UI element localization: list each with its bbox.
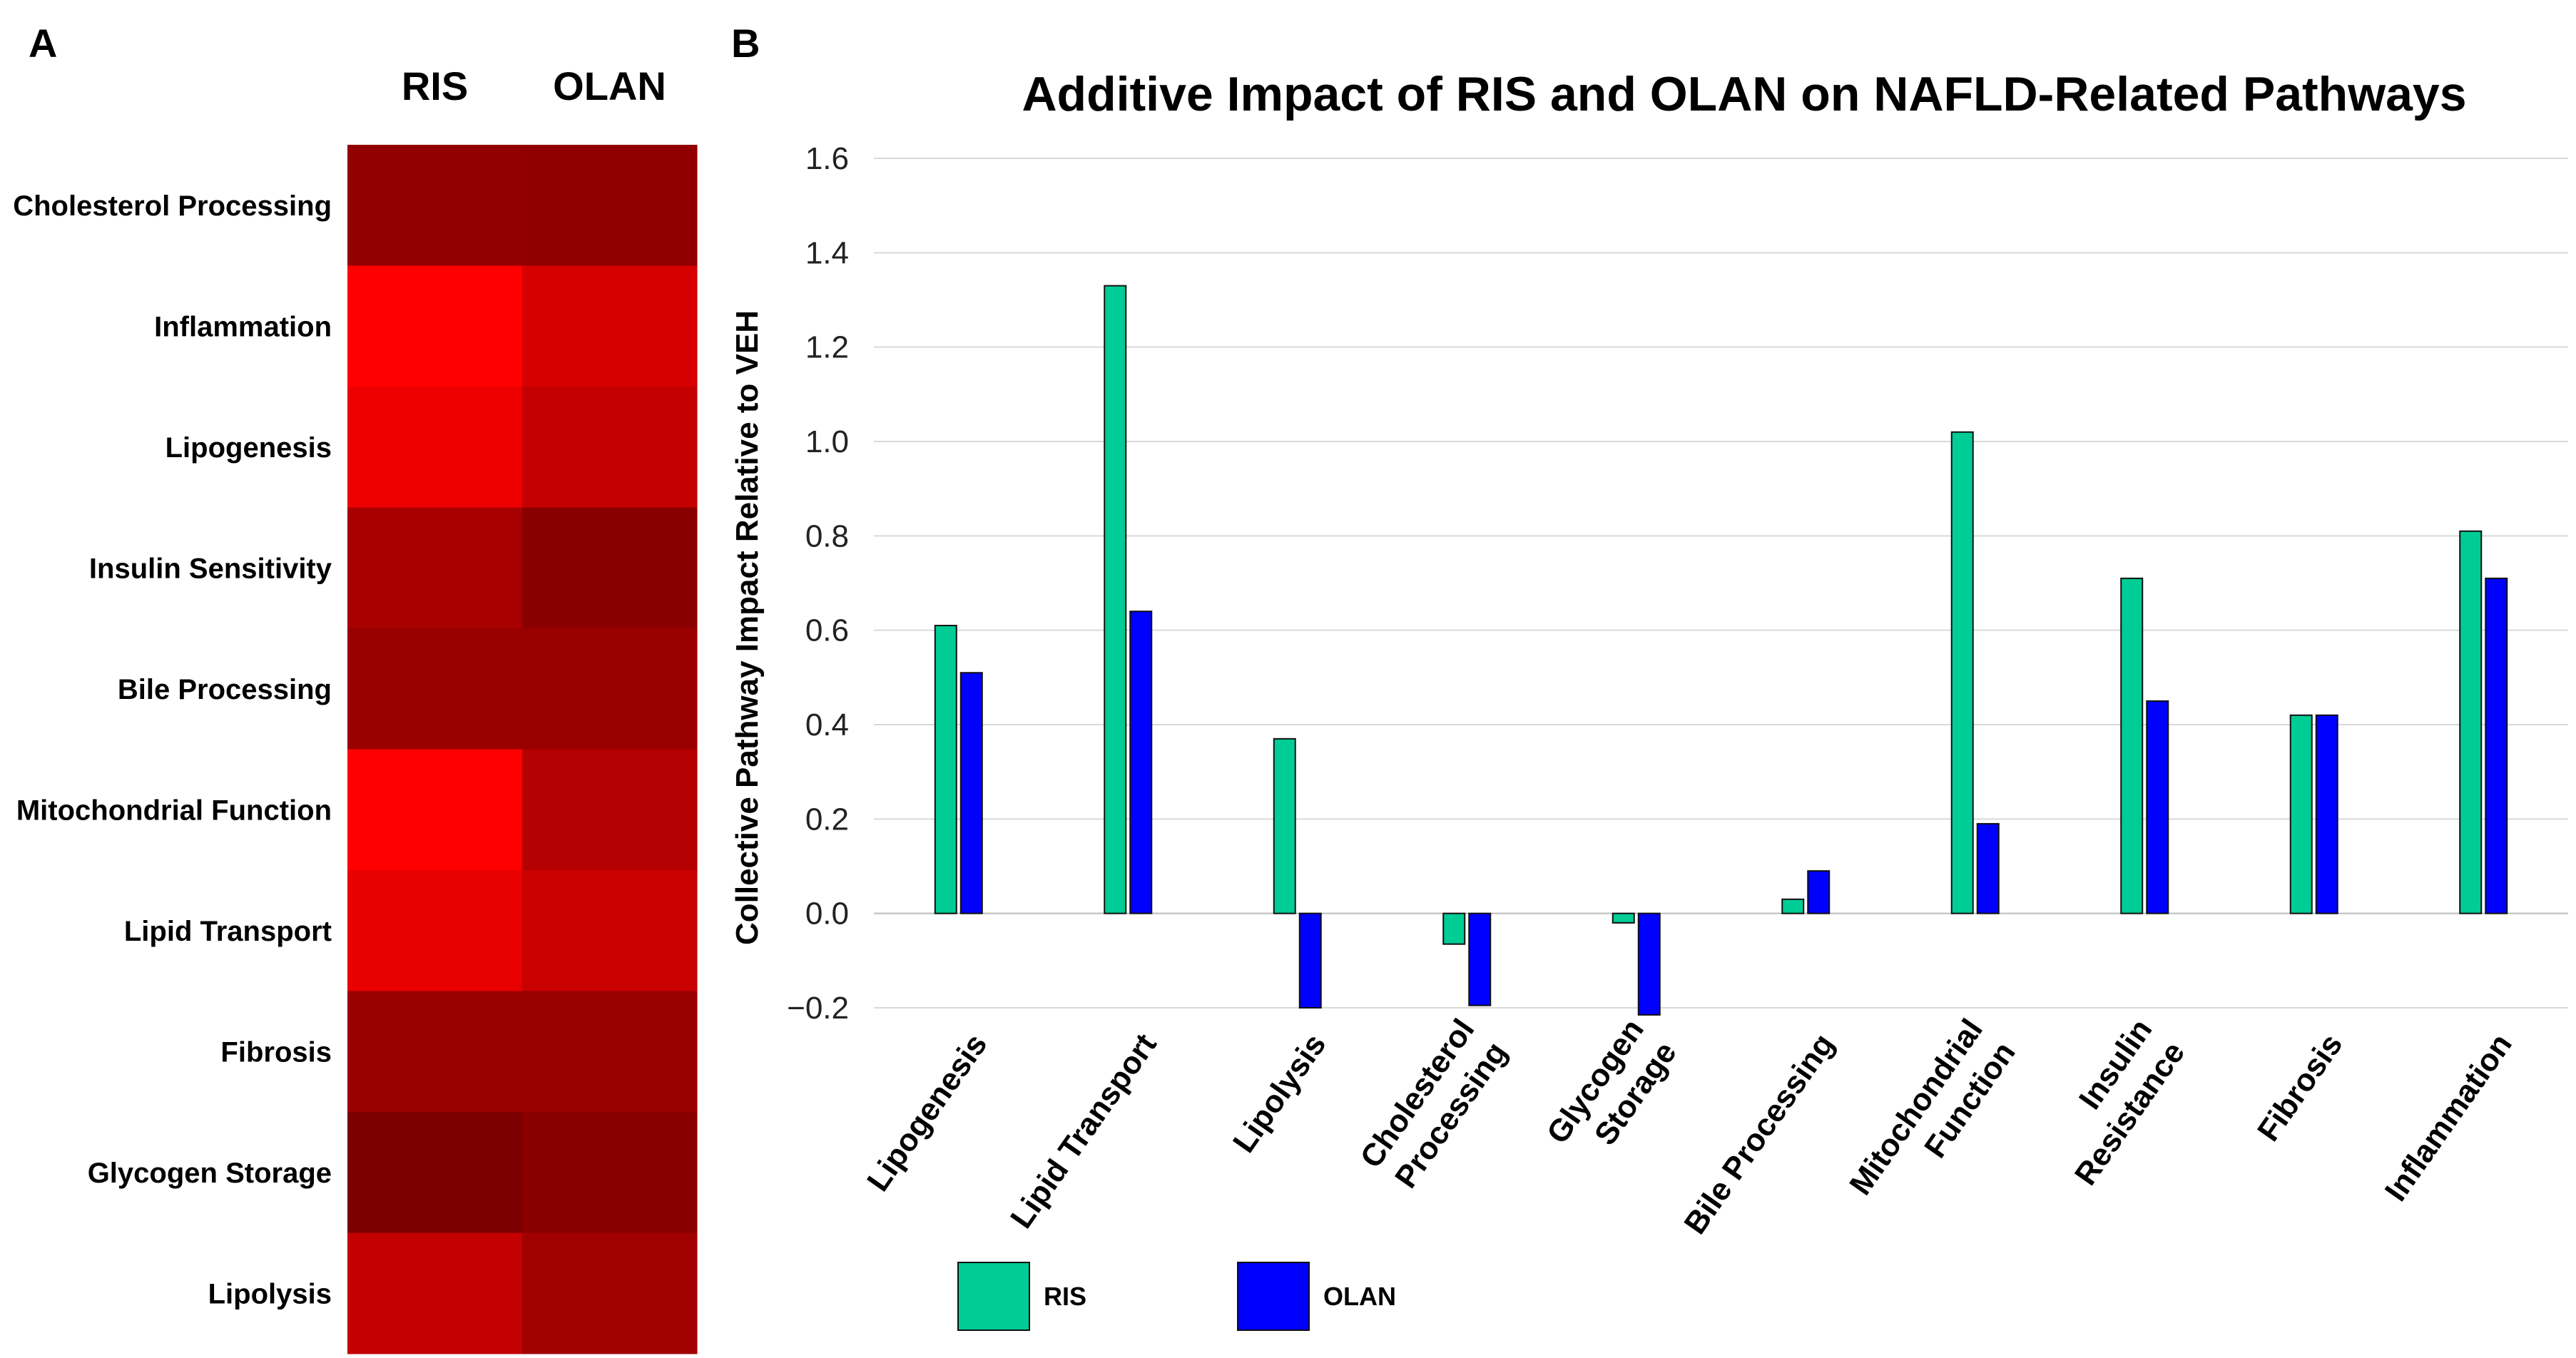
x-tick-label-line: Lipogenesis: [860, 1028, 994, 1198]
legend-swatch-ris: [957, 1262, 1030, 1331]
heatmap-row-label: Bile Processing: [118, 674, 332, 705]
bar-ris: [2459, 530, 2483, 914]
legend: RIS OLAN: [957, 1262, 1396, 1331]
x-tick-label: MitochondrialFunction: [1843, 1013, 2022, 1224]
y-tick-label: 1.2: [805, 330, 849, 365]
bar-olan: [1637, 912, 1661, 1016]
heatmap-cell: [347, 991, 523, 1113]
y-tick-label: 0.0: [805, 897, 849, 931]
bar-olan: [959, 672, 983, 914]
heatmap-row-label: Mitochondrial Function: [16, 795, 332, 826]
heatmap-cell: [347, 749, 523, 871]
bar-ris: [1273, 737, 1296, 914]
heatmap-row-label: Glycogen Storage: [88, 1158, 332, 1189]
bar-ris: [2289, 714, 2313, 914]
heatmap-row-label: Lipolysis: [208, 1278, 332, 1310]
panel-b-label: B: [731, 21, 760, 66]
bar-olan: [2485, 577, 2508, 914]
y-tick-label: 0.6: [805, 613, 849, 648]
bar-olan: [1129, 611, 1153, 914]
heatmap-row-label: Inflammation: [154, 311, 332, 342]
bar-ris: [934, 625, 957, 914]
y-tick-label: 1.6: [805, 141, 849, 176]
heatmap-cell: [522, 749, 698, 871]
y-tick-label: 0.8: [805, 519, 849, 553]
heatmap: RIS OLAN Cholesterol Processing Inflammatio…: [13, 63, 698, 1354]
heatmap-cell: [347, 265, 523, 387]
bar-ris: [1442, 912, 1466, 945]
heatmap-cell: [522, 265, 698, 387]
heatmap-cell: [347, 628, 523, 750]
heatmap-cell: [347, 387, 523, 508]
heatmap-cell: [347, 507, 523, 629]
heatmap-row-label: Fibrosis: [220, 1036, 332, 1068]
x-tick-label: Bile Processing: [1677, 1028, 1841, 1241]
bar-ris: [1781, 898, 1805, 914]
legend-label-olan: OLAN: [1323, 1282, 1396, 1311]
y-tick-label: 0.2: [805, 802, 849, 837]
bar-olan: [1976, 822, 2000, 914]
x-tick-label: Inflammation: [2378, 1028, 2519, 1208]
x-tick-label-line: Fibrosis: [2251, 1028, 2349, 1148]
heatmap-row-label: Insulin Sensitivity: [89, 553, 332, 584]
bar-chart: −0.2 0.0 0.2 0.4 0.6 0.8 1.0 1.2 1.4 1.6 Lipogenes…: [787, 141, 2568, 1240]
x-tick-label-line: Inflammation: [2378, 1028, 2519, 1208]
bar-ris: [1612, 912, 1635, 924]
heatmap-cell: [522, 991, 698, 1113]
x-tick-label: Lipogenesis: [860, 1028, 994, 1198]
chart-title: Additive Impact of RIS and OLAN on NAFLD…: [1022, 67, 2466, 121]
legend-swatch-olan: [1237, 1262, 1310, 1331]
x-tick-label: Lipolysis: [1226, 1028, 1333, 1159]
x-tick-label: GlycogenStorage: [1540, 1013, 1684, 1173]
bar-olan: [2146, 700, 2169, 914]
heatmap-cell: [522, 507, 698, 629]
panel-a-label: A: [29, 21, 57, 66]
y-axis-label: Collective Pathway Impact Relative to VE…: [730, 310, 765, 945]
heatmap-cell: [522, 145, 698, 266]
heatmap-cell: [522, 870, 698, 991]
heatmap-cell: [522, 1232, 698, 1354]
heatmap-cell: [522, 1112, 698, 1233]
x-tick-label-line: Lipolysis: [1226, 1028, 1333, 1159]
x-tick-label: CholesterolProcessing: [1353, 1013, 1514, 1197]
legend-label-ris: RIS: [1044, 1282, 1086, 1311]
x-tick-label: Fibrosis: [2251, 1028, 2349, 1148]
heatmap-column-header: RIS: [402, 63, 468, 108]
x-tick-label-line: Lipid Transport: [1004, 1027, 1164, 1235]
x-tick-label: Lipid Transport: [1004, 1027, 1164, 1235]
heatmap-cell: [347, 1232, 523, 1354]
y-tick-label: 0.4: [805, 708, 849, 742]
heatmap-row-label: Lipid Transport: [124, 916, 332, 947]
heatmap-row-label: Lipogenesis: [166, 432, 332, 464]
y-tick-label: 1.0: [805, 424, 849, 459]
heatmap-cell: [522, 387, 698, 508]
x-tick-label: InsulinResistance: [2035, 1013, 2191, 1192]
bar-olan: [1468, 912, 1492, 1006]
bar-ris: [1950, 431, 1974, 914]
heatmap-row-label: Cholesterol Processing: [13, 190, 332, 222]
heatmap-cell: [347, 145, 523, 266]
heatmap-cell: [522, 628, 698, 750]
bar-olan: [1298, 912, 1322, 1009]
heatmap-cell: [347, 870, 523, 991]
x-tick-label-line: Bile Processing: [1677, 1028, 1841, 1241]
y-tick-label: −0.2: [787, 991, 849, 1026]
y-tick-label: 1.4: [805, 235, 849, 270]
heatmap-cell: [347, 1112, 523, 1233]
bar-olan: [2315, 714, 2338, 914]
bar-ris: [2120, 577, 2144, 914]
bar-olan: [1807, 870, 1831, 914]
heatmap-column-header: OLAN: [553, 63, 666, 108]
bar-ris: [1104, 285, 1127, 914]
